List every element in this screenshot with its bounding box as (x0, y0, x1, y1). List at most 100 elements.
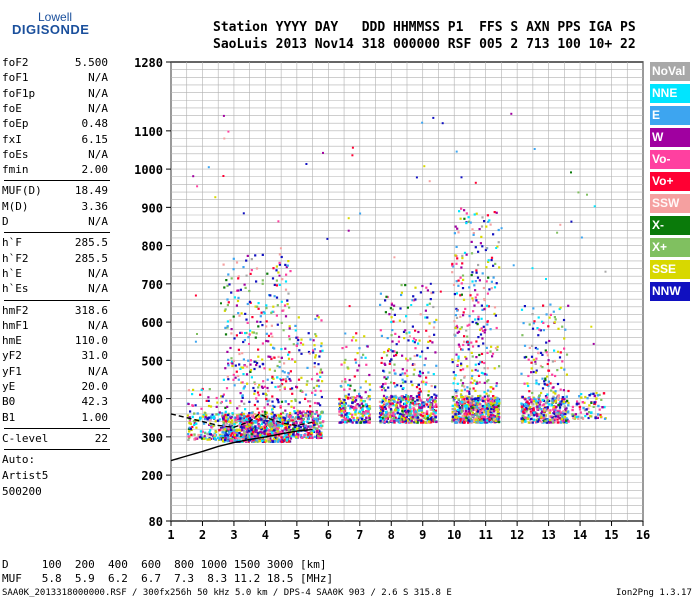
echo-point (352, 396, 355, 399)
echo-point (238, 363, 241, 366)
echo-point (279, 430, 283, 434)
echo-point (524, 419, 527, 422)
echo-point (223, 286, 226, 289)
echo-point (554, 392, 557, 395)
echo-point (272, 415, 275, 418)
echo-point (351, 154, 354, 157)
echo-point (280, 433, 283, 436)
echo-point (231, 412, 234, 415)
echo-point (292, 420, 295, 424)
echo-point (481, 216, 484, 219)
echo-point (554, 318, 557, 321)
echo-point (311, 412, 314, 415)
echo-point (586, 193, 588, 196)
echo-point (496, 397, 500, 400)
param-value: 18.49 (74, 184, 108, 198)
echo-point (527, 396, 530, 400)
echo-point (535, 382, 538, 385)
echo-point (556, 396, 560, 399)
echo-point (248, 426, 252, 429)
echo-point (452, 419, 455, 422)
echo-point (359, 419, 362, 423)
echo-point (542, 403, 546, 406)
echo-point (283, 435, 286, 438)
echo-point (433, 333, 436, 336)
separator (4, 180, 110, 182)
echo-point (234, 418, 237, 422)
echo-point (523, 408, 526, 411)
echo-point (235, 437, 238, 440)
echo-point (561, 325, 564, 328)
echo-point (534, 399, 538, 403)
echo-point (401, 354, 404, 357)
echo-point (494, 262, 497, 265)
echo-point (242, 425, 246, 428)
echo-point (424, 412, 427, 415)
separator (4, 299, 110, 301)
echo-point (231, 429, 234, 432)
echo-point (237, 378, 240, 381)
echo-point (288, 351, 291, 354)
echo-point (415, 176, 418, 179)
echo-point (339, 421, 342, 424)
echo-point (452, 371, 455, 374)
echo-point (420, 421, 423, 424)
echo-point (293, 410, 296, 413)
echo-point (397, 417, 401, 420)
echo-point (300, 352, 303, 355)
echo-point (244, 286, 247, 289)
echo-point (244, 415, 247, 418)
echo-point (263, 432, 266, 435)
echo-point (306, 410, 309, 413)
echo-point (297, 430, 300, 434)
echo-point (224, 406, 227, 409)
echo-point (404, 380, 407, 383)
echo-point (279, 412, 283, 415)
echo-point (384, 415, 388, 418)
echo-point (469, 403, 472, 406)
echo-point (245, 274, 248, 277)
echo-point (382, 421, 385, 424)
echo-point (533, 414, 536, 417)
echo-point (483, 331, 486, 334)
echo-point (463, 385, 466, 388)
echo-point (413, 414, 416, 417)
x-tick-label: 12 (510, 528, 524, 542)
echo-point (544, 378, 547, 382)
logo-main-text: DIGISONDE (12, 22, 90, 37)
legend-item-vominus: Vo- (650, 150, 690, 169)
echo-point (580, 393, 583, 396)
echo-point (487, 415, 490, 418)
echo-point (267, 429, 270, 432)
echo-point (485, 403, 489, 407)
echo-point (343, 388, 346, 391)
echo-point (362, 412, 366, 415)
echo-point (554, 418, 557, 421)
echo-point (434, 386, 437, 389)
param-key: foEp (2, 117, 29, 131)
echo-point (530, 400, 533, 404)
echo-point (404, 407, 407, 410)
echo-point (464, 395, 467, 398)
echo-point (278, 253, 281, 256)
echo-point (232, 378, 235, 381)
echo-point (380, 405, 383, 409)
echo-point (486, 214, 489, 217)
echo-point (538, 415, 541, 418)
echo-point (296, 436, 299, 439)
echo-point (279, 405, 282, 408)
echo-point (461, 395, 465, 399)
echo-point (482, 421, 485, 424)
echo-point (342, 415, 345, 418)
echo-point (476, 293, 479, 296)
echo-point (491, 398, 494, 401)
echo-point (196, 185, 199, 188)
echo-point (420, 410, 424, 413)
echo-point (360, 402, 364, 405)
echo-point (477, 315, 480, 318)
echo-point (229, 439, 232, 442)
echo-point (300, 434, 303, 437)
echo-point (262, 427, 265, 431)
x-tick-label: 3 (230, 528, 237, 542)
echo-point (489, 414, 493, 417)
